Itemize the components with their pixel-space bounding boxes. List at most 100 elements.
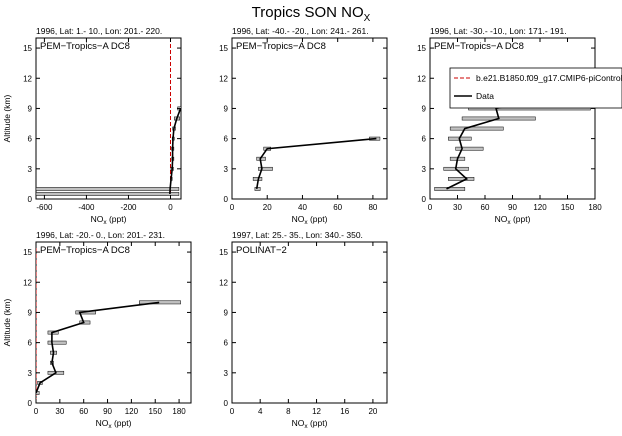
x-axis-label: NOx (ppt) [91,214,127,226]
x-tick-label: 20 [368,407,377,416]
x-tick-label: 60 [79,407,88,416]
y-tick-label: 0 [28,399,33,408]
range-bar [47,340,67,345]
plot-frame [231,241,388,404]
x-tick-label: 80 [368,203,377,212]
y-tick-label: 15 [219,44,228,53]
campaign-label: POLINAT−2 [236,245,287,256]
plot-frame [231,37,388,200]
range-bar [139,300,181,305]
x-axis-label-unit: (ppt) [112,418,132,428]
y-tick-label: 6 [28,135,33,144]
y-tick-label: 12 [23,278,32,287]
x-axis-label-sub: x [108,423,112,430]
panel-header: 1996, Lat: -20.- 0., Lon: 201.- 231. [36,230,165,240]
campaign-label: PEM−Tropics−A DC8 [434,41,524,52]
y-tick-label: 15 [23,44,32,53]
y-tick-label: 6 [28,339,33,348]
x-axis-label-unit: (ppt) [511,214,531,224]
x-axis-label-unit: (ppt) [107,214,127,224]
panel-header: 1996, Lat: -40.- -20., Lon: 241.- 261. [232,26,369,36]
y-tick-label: 6 [224,135,229,144]
y-tick-label: 3 [422,165,427,174]
x-axis-label-main: NO [292,214,305,224]
x-tick-label: 0 [34,407,39,416]
y-tick-label: 9 [224,104,229,113]
legend-model-label: b.e21.B1850.f09_g17.CMIP6-piControl [476,73,622,83]
x-tick-label: 60 [481,203,490,212]
x-axis-label-sub: x [507,219,511,226]
x-tick-label: 180 [588,203,602,212]
x-tick-label: 150 [149,407,163,416]
legend-data-label: Data [476,91,494,101]
y-tick-label: 0 [422,195,427,204]
x-axis-label-main: NO [91,214,104,224]
panel-5: 1997, Lat: 25.- 35., Lon: 340.- 350. 0 3 6 9… [219,230,388,430]
range-bar [455,146,484,151]
x-tick-label: 120 [125,407,139,416]
campaign-label: PEM−Tropics−A DC8 [40,245,130,256]
panel-header: 1996, Lat: -30.- -10., Lon: 171.- 191. [430,26,567,36]
x-axis-label: NOx (ppt) [495,214,531,226]
y-tick-label: 9 [224,308,229,317]
x-tick-label: 8 [286,407,291,416]
y-tick-label: 12 [219,278,228,287]
x-tick-label: -200 [120,203,137,212]
y-tick-label: 9 [422,104,427,113]
y-tick-label: 3 [28,165,33,174]
x-tick-label: 16 [340,407,349,416]
range-bar [258,166,273,171]
x-axis-label-sub: x [103,219,107,226]
x-tick-label: 20 [263,203,272,212]
x-axis-label-sub: x [304,219,308,226]
plot-frame [35,241,192,404]
y-axis-label: Altitude (km) [2,298,12,346]
plot-area [434,96,591,191]
panel-3: 1996, Lat: -30.- -10., Lon: 171.- 191. 0 3… [417,26,622,226]
x-tick-label: -400 [78,203,95,212]
figure-title: Tropics SON NOX [252,4,371,24]
y-tick-label: 6 [224,339,229,348]
x-tick-label: 4 [258,407,263,416]
y-tick-label: 12 [23,74,32,83]
x-tick-label: 30 [55,407,64,416]
x-axis-label: NOx (ppt) [292,418,328,430]
panel-1: 1996, Lat: 1.- 10., Lon: 201.- 220. 0 3 6 9 1… [2,26,182,226]
y-tick-label: 15 [219,248,228,257]
x-tick-label: 90 [103,407,112,416]
plot-area [36,38,181,199]
x-tick-label: 0 [230,203,235,212]
y-tick-label: 9 [28,104,33,113]
range-bar [36,192,180,196]
legend-box [449,67,622,109]
x-axis-label-main: NO [292,418,305,428]
y-tick-label: 12 [219,74,228,83]
panel-2: 1996, Lat: -40.- -20., Lon: 241.- 261. 0 3… [219,26,388,226]
panel-header: 1997, Lat: 25.- 35., Lon: 340.- 350. [232,230,363,240]
x-tick-label: 180 [172,407,186,416]
y-tick-label: 0 [224,195,229,204]
data-line [169,108,181,195]
x-tick-label: 90 [508,203,517,212]
range-bar [36,187,180,191]
data-line [36,301,160,394]
x-tick-label: 0 [230,407,235,416]
y-tick-label: 12 [417,74,426,83]
x-axis-label: NOx (ppt) [96,418,132,430]
range-bar [448,177,475,181]
x-tick-label: 0 [428,203,433,212]
plot-frame [35,37,182,200]
y-tick-label: 0 [224,399,229,408]
plot-area [252,136,381,191]
y-tick-label: 3 [224,369,229,378]
y-tick-label: 9 [28,308,33,317]
panel-header: 1996, Lat: 1.- 10., Lon: 201.- 220. [36,26,162,36]
x-axis-label-unit: (ppt) [308,214,328,224]
range-bar [449,126,504,131]
x-tick-label: -600 [36,203,53,212]
x-tick-label: 120 [533,203,547,212]
y-tick-label: 3 [224,165,229,174]
campaign-label: PEM−Tropics−A DC8 [236,41,326,52]
panel-4: 1996, Lat: -20.- 0., Lon: 201.- 231. 0 3 6 9… [2,230,192,430]
